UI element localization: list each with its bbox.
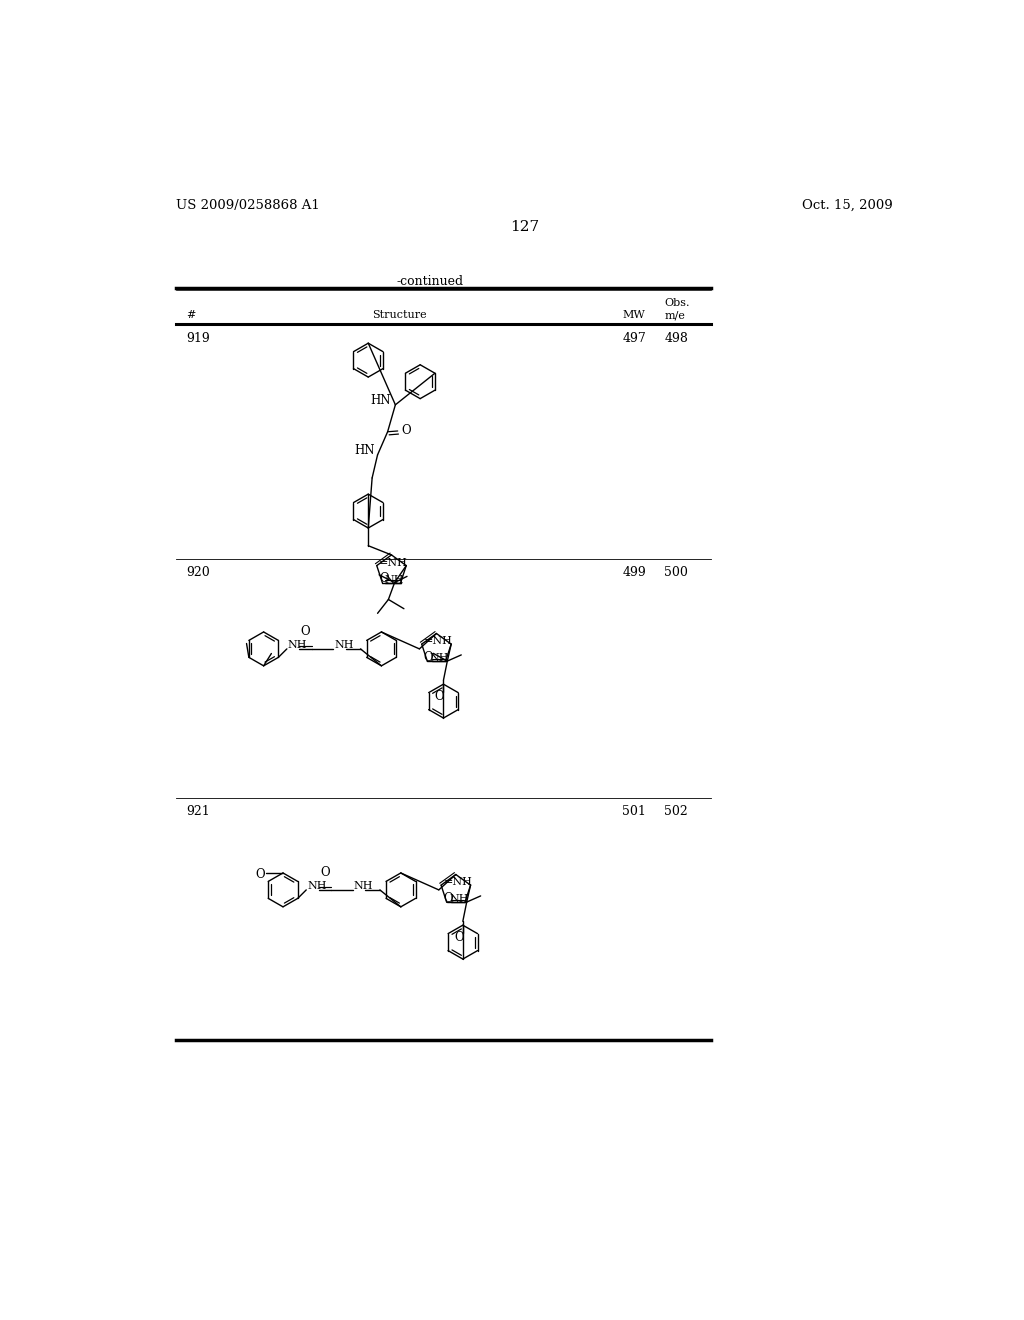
Text: Obs.: Obs. — [665, 298, 690, 308]
Text: O: O — [301, 626, 310, 638]
Text: #: # — [186, 310, 196, 319]
Text: O: O — [443, 892, 453, 906]
Text: 498: 498 — [665, 333, 688, 346]
Text: 919: 919 — [186, 333, 210, 346]
Text: 500: 500 — [665, 566, 688, 578]
Text: O: O — [401, 424, 412, 437]
Text: Structure: Structure — [372, 310, 427, 319]
Text: 502: 502 — [665, 805, 688, 818]
Text: O: O — [379, 573, 388, 586]
Text: 127: 127 — [510, 220, 540, 234]
Text: =NH: =NH — [443, 876, 472, 887]
Text: O: O — [435, 690, 444, 704]
Text: NH: NH — [430, 653, 450, 663]
Text: -continued: -continued — [396, 275, 464, 288]
Text: NH: NH — [288, 640, 307, 649]
Text: US 2009/0258868 A1: US 2009/0258868 A1 — [176, 199, 319, 213]
Text: MW: MW — [623, 310, 645, 319]
Text: 501: 501 — [623, 805, 646, 818]
Text: O: O — [321, 866, 330, 879]
Text: HN: HN — [371, 395, 391, 408]
Text: 920: 920 — [186, 566, 210, 578]
Text: NH: NH — [450, 894, 469, 904]
Text: Oct. 15, 2009: Oct. 15, 2009 — [802, 199, 893, 213]
Text: HN: HN — [354, 445, 375, 458]
Text: 499: 499 — [623, 566, 646, 578]
Text: NH: NH — [353, 880, 373, 891]
Text: NH: NH — [307, 880, 327, 891]
Text: NH: NH — [385, 574, 404, 585]
Text: O: O — [256, 869, 265, 880]
Text: NH: NH — [334, 640, 353, 649]
Text: O: O — [424, 651, 433, 664]
Text: =NH: =NH — [379, 557, 408, 568]
Text: O: O — [454, 932, 464, 944]
Text: 497: 497 — [623, 333, 646, 346]
Text: m/e: m/e — [665, 310, 685, 319]
Text: =NH: =NH — [424, 636, 453, 645]
Text: 921: 921 — [186, 805, 210, 818]
